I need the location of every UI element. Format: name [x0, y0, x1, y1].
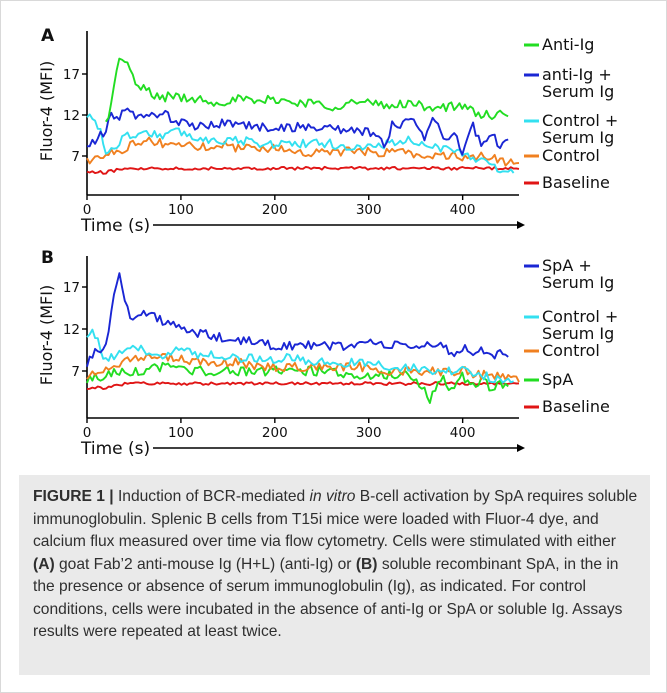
chart-panel-a: A Fluor-4 (MFI) 7 12 17 0 100 200 300 400 Time (s)… — [37, 26, 618, 236]
time-arrow-head — [517, 444, 525, 452]
x-tick-label: 300 — [356, 202, 382, 218]
series-line — [86, 381, 520, 391]
x-tick-label: 0 — [83, 425, 92, 441]
legend-label: Baseline — [542, 397, 610, 416]
legend-label: anti-Ig + — [542, 65, 612, 84]
figure-caption: FIGURE 1 | Induction of BCR-mediated in … — [33, 486, 641, 644]
y-tick-label: 12 — [63, 322, 80, 338]
legend-label: SpA + — [542, 256, 592, 275]
legend-label: Serum Ig — [542, 82, 614, 101]
figure-charts: A Fluor-4 (MFI) 7 12 17 0 100 200 300 400 Time (s)… — [37, 26, 618, 459]
x-tick-label: 200 — [262, 425, 288, 441]
legend-label: Control — [542, 341, 600, 360]
x-tick-label: 400 — [450, 425, 476, 441]
legend-label: Control + — [542, 111, 618, 130]
legend-label: Serum Ig — [542, 128, 614, 147]
legend-label: Serum Ig — [542, 324, 614, 343]
panel-label: B — [41, 248, 54, 268]
legend-label: Control + — [542, 307, 618, 326]
panel-label: A — [41, 26, 55, 46]
x-tick-label: 0 — [83, 202, 92, 218]
caption-box: FIGURE 1 | Induction of BCR-mediated in … — [19, 475, 650, 675]
y-tick-label: 7 — [71, 149, 80, 165]
caption-text-segment: soluble recombinant SpA, in the in the p… — [33, 555, 623, 641]
y-tick-label: 17 — [63, 67, 80, 83]
series-line — [105, 57, 509, 123]
series-line — [86, 328, 514, 384]
caption-panel-a-label: (A) — [33, 555, 55, 573]
y-tick-label: 7 — [71, 364, 80, 380]
y-axis-label: Fluor-4 (MFI) — [37, 285, 56, 385]
caption-panel-b-label: (B) — [355, 555, 378, 573]
x-tick-label: 100 — [168, 425, 194, 441]
legend-label: Anti-Ig — [542, 35, 594, 54]
x-tick-label: 200 — [262, 202, 288, 218]
series-line — [86, 361, 509, 404]
x-tick-label: 100 — [168, 202, 194, 218]
caption-text-segment: Induction of BCR-mediated — [113, 488, 310, 505]
chart-panel-b: B Fluor-4 (MFI) 7 12 17 0 100 200 300 400 Time (s)… — [37, 248, 618, 459]
caption-italic-phrase: in vitro — [309, 488, 356, 505]
x-axis-label: Time (s) — [80, 216, 150, 236]
y-tick-label: 12 — [63, 108, 80, 124]
caption-text-segment: goat Fab’2 anti-mouse Ig (H+L) (anti-Ig)… — [54, 555, 356, 573]
legend-label: Control — [542, 146, 600, 165]
legend-label: Serum Ig — [542, 273, 614, 292]
x-tick-label: 400 — [450, 202, 476, 218]
series-line — [86, 272, 509, 367]
time-arrow-head — [517, 221, 525, 229]
legend-label: SpA — [542, 370, 573, 389]
caption-text-segment: B-cell activation by SpA requires solubl… — [33, 488, 638, 550]
y-tick-label: 17 — [63, 280, 80, 296]
series-line — [86, 107, 509, 156]
x-tick-label: 300 — [356, 425, 382, 441]
caption-figure-label: FIGURE 1 | — [33, 488, 114, 505]
legend-label: Baseline — [542, 173, 610, 192]
x-axis-label: Time (s) — [80, 439, 150, 459]
series-line — [86, 165, 520, 175]
y-axis-label: Fluor-4 (MFI) — [37, 61, 56, 161]
series-line — [86, 113, 515, 174]
series-line — [86, 136, 520, 167]
